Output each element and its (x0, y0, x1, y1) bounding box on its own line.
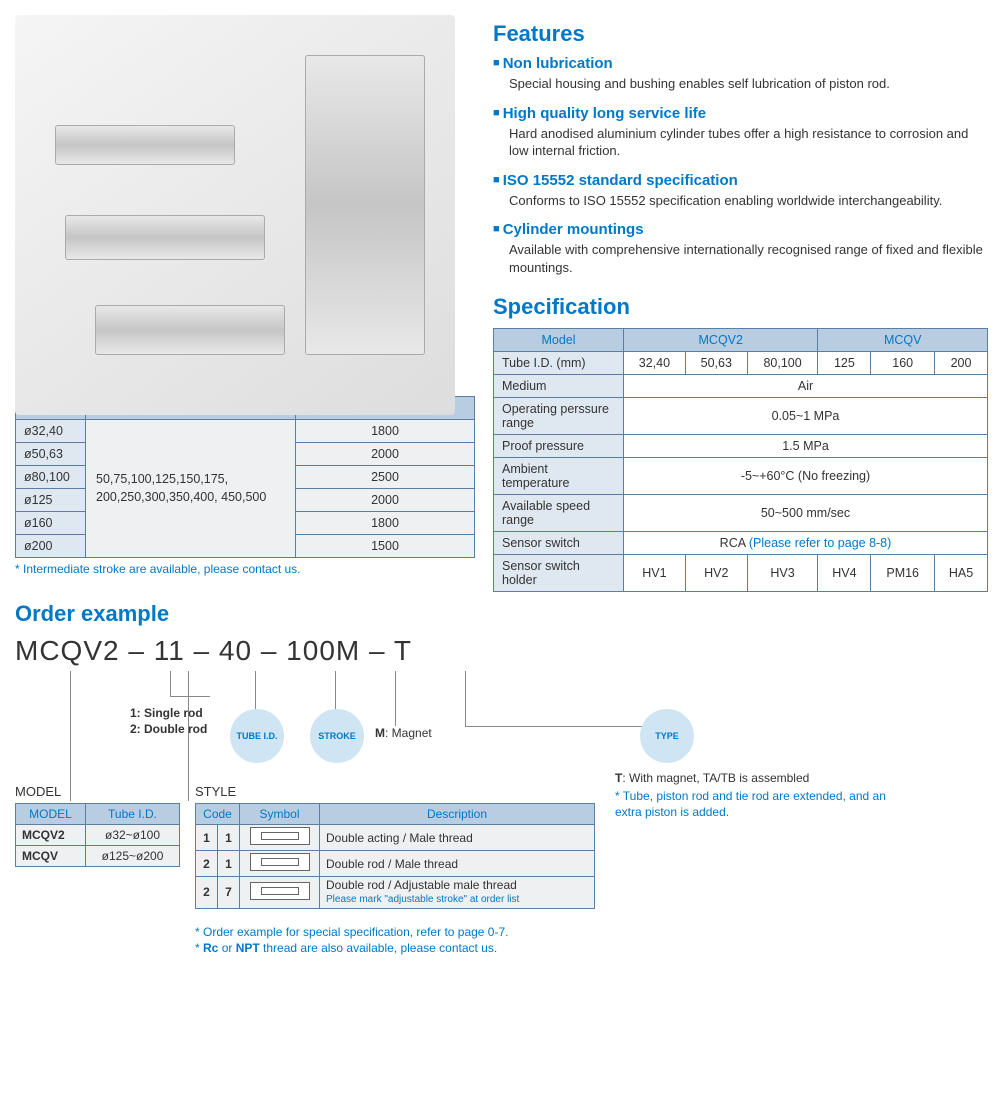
feature-body: Available with comprehensive internation… (509, 241, 988, 276)
tube-id-circle: TUBE I.D. (230, 709, 284, 763)
spec-title: Specification (493, 294, 988, 320)
spec-tube-label: Tube I.D. (mm) (494, 352, 624, 375)
stroke-circle: STROKE (310, 709, 364, 763)
order-footnote1: * Order example for special specificatio… (195, 925, 509, 939)
product-image (15, 15, 455, 415)
feature-body: Conforms to ISO 15552 specification enab… (509, 192, 988, 210)
symbol-icon (250, 853, 310, 871)
symbol-icon (250, 882, 310, 900)
feature-item: High quality long service life Hard anodi… (493, 105, 988, 160)
feature-head: Non lubrication (493, 55, 988, 72)
spec-h-mcqv2: MCQV2 (624, 329, 818, 352)
symbol-icon (250, 827, 310, 845)
order-title: Order example (15, 601, 988, 627)
order-code: MCQV2 – 11 – 40 – 100M – T (15, 635, 988, 667)
style-table: Code Symbol Description 1 1 Double actin… (195, 803, 595, 908)
type-circle: TYPE (640, 709, 694, 763)
feature-head: ISO 15552 standard specification (493, 172, 988, 189)
spec-table: Model MCQV2 MCQV Tube I.D. (mm) 32,40 50… (493, 328, 988, 592)
spec-h-mcqv: MCQV (818, 329, 988, 352)
order-footnote2: * Rc or NPT thread are also available, p… (195, 941, 497, 955)
spec-h-model: Model (494, 329, 624, 352)
feature-body: Special housing and bushing enables self… (509, 75, 988, 93)
model-table: MODEL Tube I.D. MCQV2 ø32~ø100 MCQV ø125… (15, 803, 180, 867)
feature-body: Hard anodised aluminium cylinder tubes o… (509, 125, 988, 160)
feature-head: Cylinder mountings (493, 221, 988, 238)
feature-item: Cylinder mountings Available with compreh… (493, 221, 988, 276)
feature-head: High quality long service life (493, 105, 988, 122)
feature-item: Non lubrication Special housing and bushi… (493, 55, 988, 93)
features-title: Features (493, 21, 988, 47)
feature-item: ISO 15552 standard specification Conforms… (493, 172, 988, 210)
order-diagram: 1: Single rod 2: Double rod TUBE I.D. ST… (15, 671, 988, 991)
